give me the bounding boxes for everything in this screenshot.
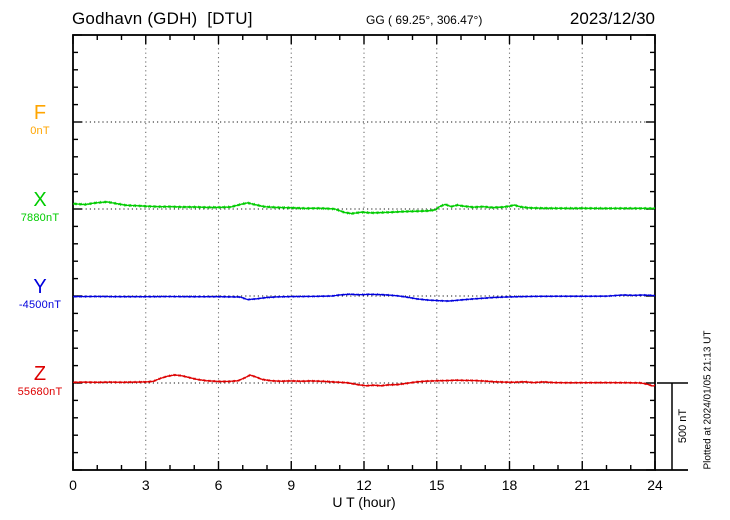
x-tick-label-12: 12: [356, 477, 372, 493]
component-letter-Y: Y: [33, 276, 47, 298]
component-baseline-Z: 55680nT: [17, 386, 63, 398]
trace-X: [73, 200, 655, 216]
component-letter-X: X: [33, 189, 47, 211]
x-tick-label-15: 15: [428, 477, 445, 493]
scale-bar-label: 500 nT: [677, 408, 689, 444]
plot-date: 2023/12/30: [569, 9, 655, 28]
component-label-F: F 0nT: [10, 103, 70, 137]
component-letter-Z: Z: [33, 363, 47, 385]
x-tick-label-6: 6: [214, 477, 223, 493]
component-label-Z: Z 55680nT: [10, 364, 70, 398]
x-tick-label-18: 18: [501, 477, 518, 493]
component-baseline-F: 0nT: [30, 125, 50, 137]
component-label-Y: Y -4500nT: [10, 277, 70, 311]
x-axis-label: U T (hour): [332, 494, 396, 510]
station-title: Godhavn (GDH) [DTU]: [72, 9, 253, 28]
x-tick-label-0: 0: [69, 477, 77, 493]
x-tick-label-9: 9: [287, 477, 296, 493]
component-baseline-X: 7880nT: [20, 212, 60, 224]
x-tick-label-21: 21: [574, 477, 591, 493]
x-tick-label-24: 24: [647, 477, 663, 493]
plot-frame: [72, 34, 656, 471]
station-coordinates: GG ( 69.25°, 306.47°): [366, 13, 483, 27]
trace-Y: [73, 292, 655, 303]
component-baseline-Y: -4500nT: [18, 299, 62, 311]
plotted-at-timestamp: Plotted at 2024/01/05 21:13 UT: [702, 330, 714, 470]
trace-Z: [73, 373, 655, 388]
component-label-X: X 7880nT: [10, 190, 70, 224]
x-tick-label-3: 3: [141, 477, 150, 493]
component-letter-F: F: [33, 102, 47, 124]
